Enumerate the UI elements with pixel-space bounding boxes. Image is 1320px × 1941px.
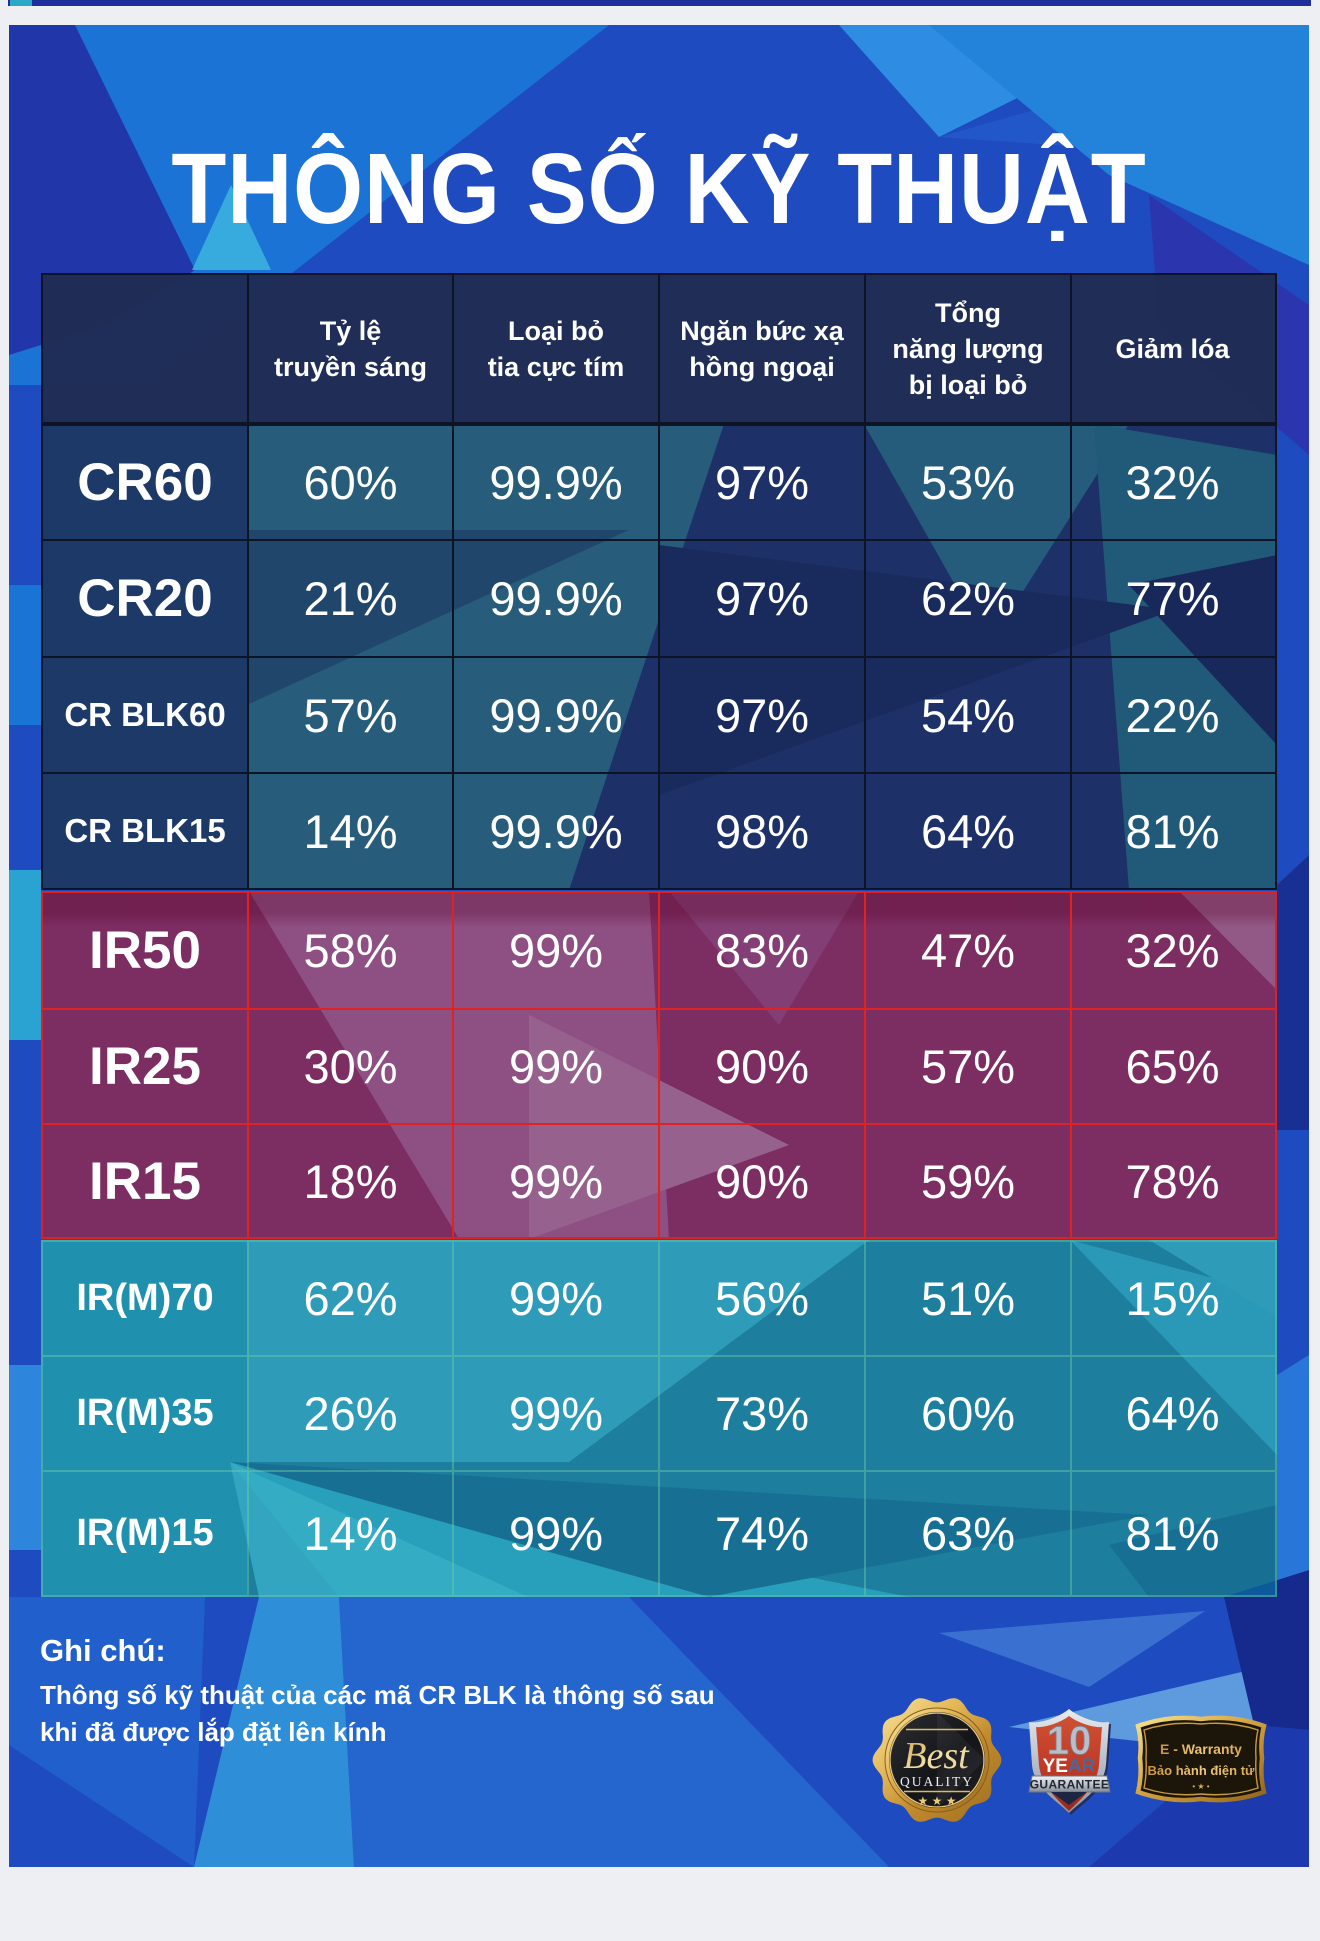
svg-text:• ★ •: • ★ •	[1192, 1782, 1209, 1791]
svg-text:Bảo hành điện tử: Bảo hành điện tử	[1148, 1763, 1256, 1778]
svg-text:GUARANTEE: GUARANTEE	[1030, 1778, 1110, 1792]
svg-text:QUALITY: QUALITY	[900, 1774, 974, 1789]
svg-text:Best: Best	[903, 1735, 970, 1777]
svg-text:YEAR: YEAR	[1043, 1756, 1096, 1777]
svg-text:★ ★ ★: ★ ★ ★	[918, 1794, 957, 1808]
svg-text:E - Warranty: E - Warranty	[1160, 1741, 1242, 1757]
svg-text:10: 10	[1047, 1719, 1092, 1763]
